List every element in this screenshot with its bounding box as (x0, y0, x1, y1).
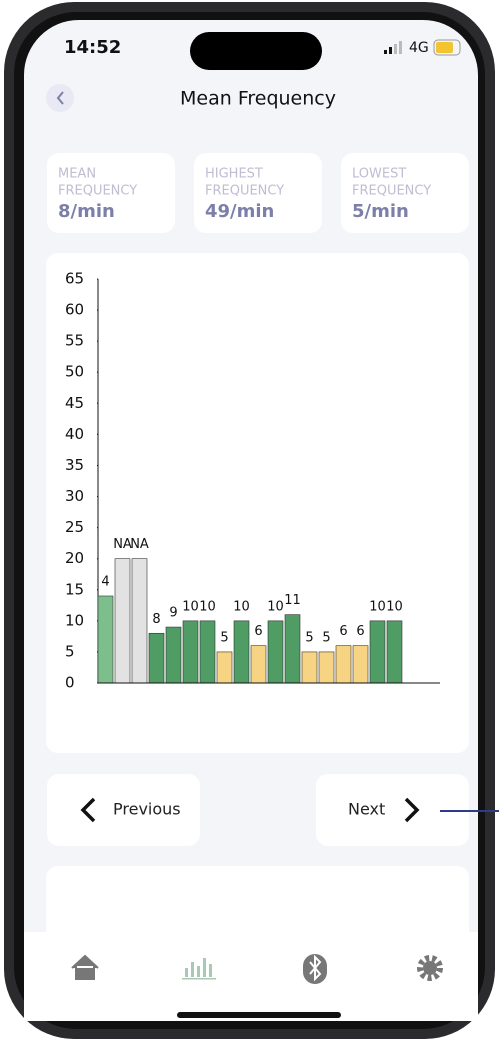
bar (200, 621, 215, 683)
stat-value: 49/min (205, 201, 274, 222)
bar (183, 621, 198, 683)
y-tick-label: 0 (65, 674, 75, 692)
bar (285, 615, 300, 683)
stat-value: 5/min (352, 201, 409, 222)
stat-value: 8/min (58, 201, 115, 222)
bar (319, 652, 334, 683)
value-label: 5 (305, 630, 313, 645)
settings-icon (423, 961, 437, 975)
value-label: 8 (152, 612, 160, 627)
stat-label: FREQUENCY (352, 184, 431, 199)
bar (115, 559, 130, 683)
value-label: 6 (254, 624, 262, 639)
bar (268, 621, 283, 683)
value-label: 4 (101, 574, 109, 589)
stat-label: FREQUENCY (58, 184, 137, 199)
phone-screen: 14:52 4G Mean Frequency MEAN FREQUENCY 8/m… (0, 0, 499, 1041)
bar (149, 633, 164, 683)
value-label: 10 (267, 599, 284, 614)
value-label: 5 (220, 630, 228, 645)
value-label: 10 (369, 599, 386, 614)
y-tick-label: 20 (65, 549, 84, 567)
next-label: Next (348, 800, 385, 819)
home-indicator (177, 1012, 341, 1018)
bar (387, 621, 402, 683)
time: 14:52 (64, 37, 121, 58)
previous-label: Previous (113, 800, 181, 819)
stat-label: MEAN (58, 167, 96, 182)
value-label: NA (113, 537, 132, 552)
y-tick-label: 10 (65, 611, 84, 629)
y-tick-label: 45 (65, 394, 84, 412)
y-tick-label: 40 (65, 425, 84, 443)
y-tick-label: 50 (65, 363, 84, 381)
stat-label: FREQUENCY (205, 184, 284, 199)
stat-label: LOWEST (352, 167, 406, 182)
value-label: 10 (199, 599, 216, 614)
y-tick-label: 15 (65, 580, 84, 598)
bar (217, 652, 232, 683)
value-label: 11 (284, 593, 301, 608)
bar (132, 559, 147, 683)
value-label: 10 (386, 599, 403, 614)
value-label: NA (130, 537, 149, 552)
battery-level (436, 42, 453, 53)
value-label: 10 (233, 599, 250, 614)
y-tick-label: 30 (65, 487, 84, 505)
back-button[interactable] (46, 84, 74, 112)
value-label: 6 (356, 624, 364, 639)
y-tick-label: 25 (65, 518, 84, 536)
bar (98, 596, 113, 683)
y-tick-label: 60 (65, 301, 84, 319)
y-tick-label: 55 (65, 332, 84, 350)
y-tick-label: 5 (65, 642, 75, 660)
value-label: 9 (169, 606, 177, 621)
value-label: 10 (182, 599, 199, 614)
page-title: Mean Frequency (180, 88, 336, 110)
bar (370, 621, 385, 683)
bar (353, 646, 368, 683)
dynamic-island (190, 32, 322, 70)
stat-label: HIGHEST (205, 167, 263, 182)
y-tick-label: 65 (65, 270, 84, 288)
bar (251, 646, 266, 683)
bar (166, 627, 181, 683)
y-tick-label: 35 (65, 456, 84, 474)
value-label: 6 (339, 624, 347, 639)
network: 4G (409, 40, 429, 56)
bar (336, 646, 351, 683)
bar (302, 652, 317, 683)
value-label: 5 (322, 630, 330, 645)
bar (234, 621, 249, 683)
